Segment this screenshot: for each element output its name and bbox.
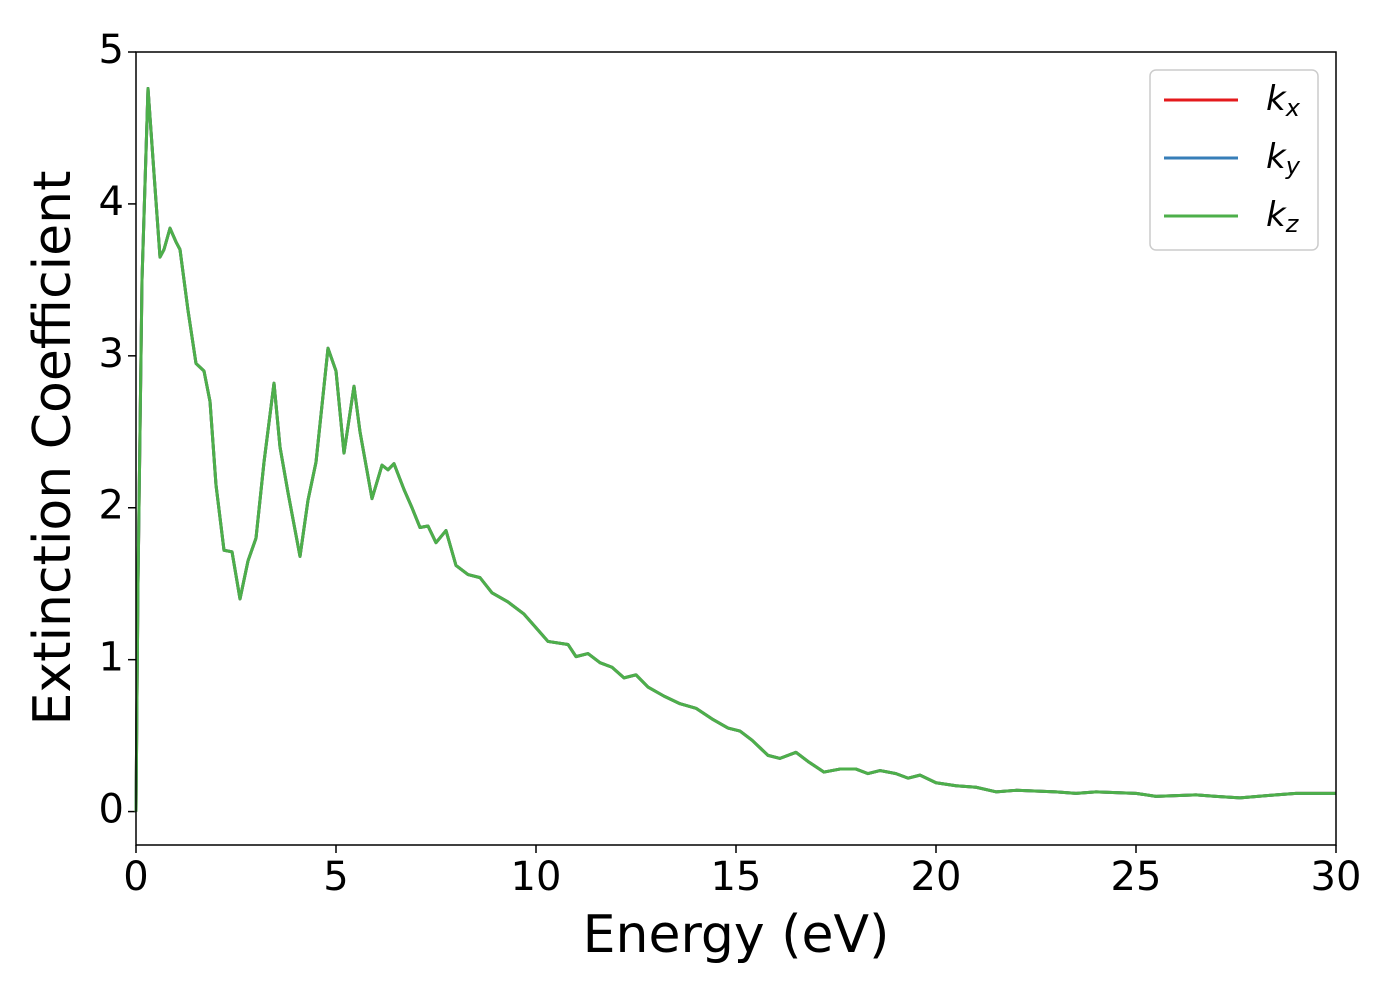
x-tick-label: 20 bbox=[911, 854, 962, 900]
y-tick-label: 1 bbox=[99, 635, 124, 681]
y-tick-label: 5 bbox=[99, 27, 124, 73]
plot-frame bbox=[135, 51, 1337, 846]
x-tick-label: 5 bbox=[323, 854, 348, 900]
x-tick-label: 15 bbox=[711, 854, 762, 900]
x-tick-label: 25 bbox=[1111, 854, 1162, 900]
y-tick-label: 0 bbox=[99, 787, 124, 833]
y-tick-label: 4 bbox=[99, 179, 124, 225]
x-axis-label: Energy (eV) bbox=[583, 905, 890, 965]
legend-label: kz bbox=[1266, 195, 1300, 239]
y-tick-label: 3 bbox=[99, 331, 124, 377]
legend-box bbox=[1149, 69, 1319, 251]
data-line bbox=[134, 86, 1336, 812]
legend-label: kx bbox=[1266, 79, 1301, 123]
x-tick-label: 30 bbox=[1311, 854, 1362, 900]
x-tick-label: 0 bbox=[123, 854, 148, 900]
y-axis-label: Extinction Coefficient bbox=[23, 171, 83, 726]
y-tick-label: 2 bbox=[99, 483, 124, 529]
x-tick-label: 10 bbox=[511, 854, 562, 900]
legend-label: ky bbox=[1266, 137, 1301, 181]
